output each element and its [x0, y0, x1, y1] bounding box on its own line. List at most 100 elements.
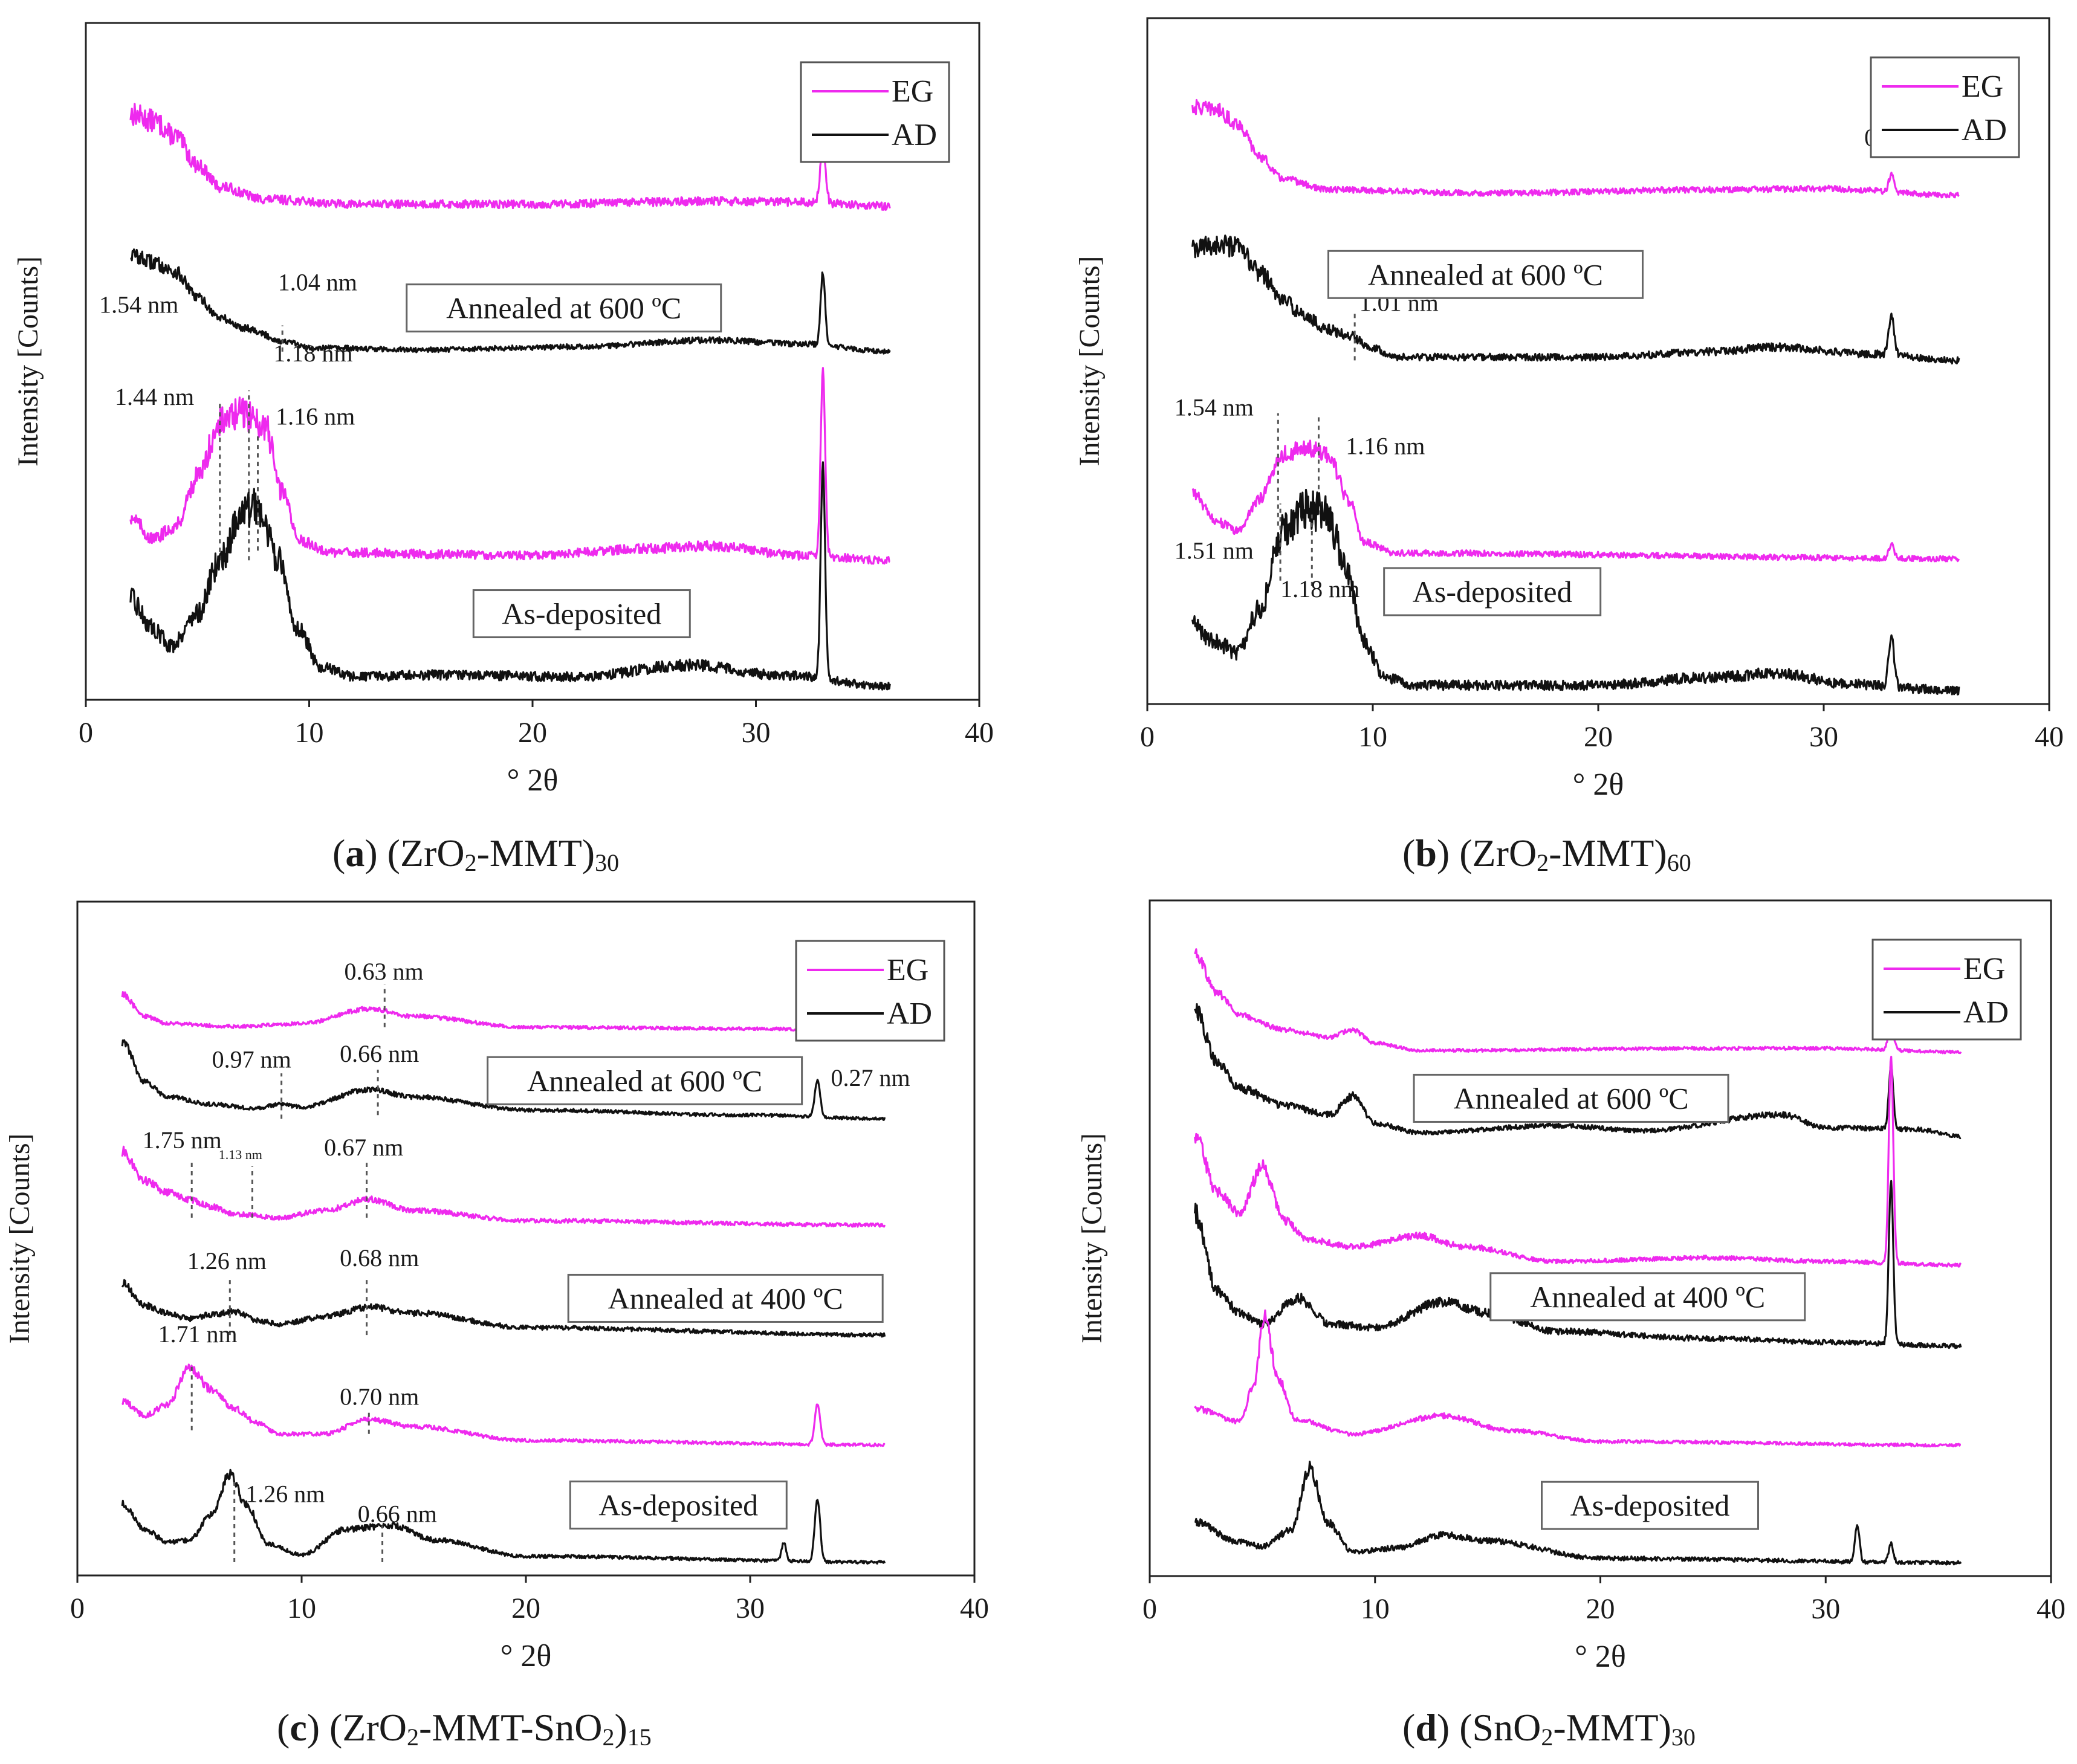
- caption-b: (b) (ZrO2-MMT)60: [1402, 832, 1691, 876]
- x-tick-label: 20: [518, 717, 547, 749]
- peak-annotation: 0.68 nm: [340, 1244, 419, 1271]
- legend-label-eg: EG: [1963, 952, 2005, 986]
- condition-box: [1541, 1481, 1760, 1530]
- y-axis-label: Intensity [Counts]: [1076, 1133, 1108, 1343]
- series-ad-3: [1194, 1180, 1962, 1349]
- y-axis-label: Intensity [Counts]: [1074, 256, 1106, 467]
- peak-annotation: 1.04 nm: [278, 269, 357, 296]
- x-axis-label: ° 2θ: [507, 763, 559, 798]
- x-axis-label: ° 2θ: [1575, 1640, 1626, 1674]
- peak-annotation: 1.26 nm: [245, 1481, 325, 1508]
- condition-label: Annealed at 600 ºC: [1454, 1081, 1689, 1115]
- condition-label: Annealed at 600 ºC: [446, 291, 681, 325]
- series-eg-4: [1194, 1309, 1962, 1448]
- condition-label: Annealed at 400 ºC: [1530, 1280, 1765, 1314]
- peak-annotation: 1.51 nm: [1175, 537, 1254, 564]
- legend-label-ad: AD: [892, 118, 937, 152]
- series-ad-3: [121, 1279, 886, 1338]
- condition-box: [472, 589, 691, 639]
- legend-label-ad: AD: [1962, 113, 2007, 147]
- legend-box: [1870, 56, 2020, 158]
- condition-label: Annealed at 600 ºC: [527, 1064, 762, 1097]
- peak-annotation: 1.54 nm: [1175, 393, 1254, 421]
- x-tick-label: 40: [2035, 721, 2064, 753]
- series-eg-0: [129, 103, 891, 211]
- series-ad-3: [129, 461, 891, 691]
- series-eg-0: [121, 991, 886, 1033]
- peak-annotation: 0.66 nm: [340, 1040, 419, 1067]
- x-tick-label: 30: [742, 717, 771, 749]
- condition-box: [406, 283, 722, 333]
- x-tick-label: 10: [287, 1592, 316, 1624]
- x-tick-label: 10: [1361, 1593, 1390, 1625]
- y-axis-label: Intensity [Counts]: [12, 256, 44, 467]
- series-eg-2: [121, 1145, 886, 1228]
- peak-annotation: 1.13 nm: [219, 1147, 262, 1162]
- condition-label: Annealed at 600 ºC: [1368, 257, 1603, 291]
- peak-annotation: 0.70 nm: [340, 1383, 419, 1410]
- series-ad-1: [121, 1039, 886, 1121]
- x-tick-label: 0: [79, 717, 93, 749]
- peak-annotation: 0.97 nm: [212, 1045, 291, 1073]
- x-tick-label: 10: [295, 717, 324, 749]
- legend-box: [1871, 939, 2022, 1041]
- series-eg-2: [1191, 439, 1960, 563]
- condition-label: As-deposited: [1413, 575, 1572, 609]
- legend-label-eg: EG: [1962, 69, 2003, 104]
- x-tick-label: 20: [1586, 1593, 1615, 1625]
- peak-annotation: 1.71 nm: [158, 1320, 238, 1348]
- peak-annotation: 1.44 nm: [115, 383, 194, 410]
- y-axis-label: Intensity [Counts]: [4, 1134, 36, 1344]
- peak-annotation: 1.16 nm: [1346, 432, 1425, 459]
- x-tick-label: 20: [1584, 721, 1613, 753]
- condition-box: [569, 1480, 788, 1530]
- x-tick-label: 0: [1142, 1593, 1157, 1625]
- condition-label: As-deposited: [598, 1488, 758, 1522]
- series-ad-3: [1191, 488, 1960, 696]
- legend-box: [795, 940, 945, 1042]
- series-eg-2: [1194, 1056, 1962, 1268]
- series-eg-0: [1191, 99, 1960, 199]
- series-ad-1: [130, 248, 891, 355]
- caption-d: (d) (SnO2-MMT)30: [1402, 1706, 1696, 1751]
- series-ad-5: [1194, 1461, 1962, 1566]
- series-ad-1: [1194, 1003, 1962, 1140]
- legend-label-eg: EG: [892, 74, 933, 109]
- peak-annotation: 1.75 nm: [143, 1126, 222, 1154]
- condition-label: As-deposited: [1570, 1488, 1730, 1522]
- series-eg-2: [129, 367, 890, 565]
- caption-a: (a) (ZrO2-MMT)30: [332, 832, 620, 876]
- peak-annotation: 0.67 nm: [324, 1134, 403, 1161]
- x-tick-label: 0: [70, 1592, 85, 1624]
- series-ad-5: [121, 1468, 886, 1565]
- x-axis-label: ° 2θ: [501, 1639, 552, 1673]
- series-ad-1: [1191, 234, 1960, 365]
- peak-annotation: 1.16 nm: [276, 402, 355, 430]
- peak-annotation: 0.63 nm: [344, 958, 423, 985]
- peak-annotation: 0.27 nm: [831, 1064, 910, 1091]
- condition-label: As-deposited: [502, 597, 661, 631]
- peak-annotation: 1.26 nm: [187, 1247, 267, 1275]
- panel-c: 0 10 20 30 40 ° 2θ Intensity [Counts] 0.63 nm 0.…: [0, 882, 1038, 1764]
- series-eg-0: [1194, 948, 1962, 1055]
- condition-label: Annealed at 400 ºC: [608, 1281, 843, 1315]
- condition-box: [1413, 1073, 1729, 1123]
- peak-annotation: 1.18 nm: [273, 340, 352, 367]
- peak-annotation: 0.66 nm: [358, 1500, 437, 1527]
- series-eg-4: [121, 1363, 886, 1447]
- x-tick-label: 30: [736, 1592, 765, 1624]
- x-tick-label: 40: [965, 717, 994, 749]
- condition-box: [487, 1056, 803, 1105]
- x-tick-label: 40: [960, 1592, 989, 1624]
- condition-box: [1489, 1272, 1806, 1322]
- x-tick-label: 20: [511, 1592, 540, 1624]
- x-tick-label: 30: [1809, 721, 1838, 753]
- condition-box: [1327, 250, 1644, 299]
- legend-label-ad: AD: [1963, 995, 2009, 1030]
- x-axis-label: ° 2θ: [1573, 767, 1624, 802]
